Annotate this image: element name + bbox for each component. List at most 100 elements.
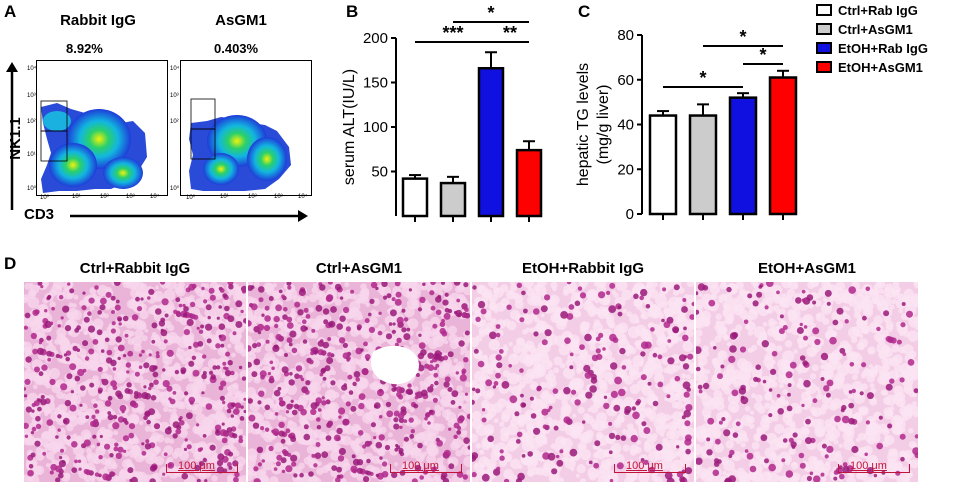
nucleus [696, 309, 700, 315]
nucleus [551, 468, 558, 475]
nucleus [271, 366, 275, 371]
nucleus [782, 325, 788, 330]
nucleus [248, 398, 253, 404]
cytoplasm-blob [169, 439, 175, 444]
nucleus [682, 334, 689, 342]
nucleus [865, 420, 870, 425]
nucleus [278, 421, 285, 429]
cytoplasm-blob [893, 285, 901, 294]
cytoplasm-blob [547, 361, 553, 367]
cytoplasm-blob [639, 469, 647, 477]
nucleus [766, 282, 774, 287]
cytoplasm-blob [858, 338, 868, 348]
nucleus [385, 333, 393, 340]
nucleus [516, 431, 523, 438]
cytoplasm-blob [678, 365, 684, 370]
nucleus [141, 442, 145, 446]
nucleus [548, 405, 553, 410]
nucleus [294, 301, 301, 308]
nucleus [58, 472, 64, 479]
nucleus [691, 301, 694, 307]
nucleus [516, 282, 522, 288]
nucleus [215, 429, 220, 434]
cytoplasm-blob [848, 351, 858, 361]
nucleus [82, 368, 87, 373]
nucleus [275, 333, 282, 341]
cytoplasm-blob [440, 399, 445, 403]
nucleus [475, 316, 481, 322]
nucleus [899, 377, 905, 383]
nucleus [533, 427, 541, 435]
nucleus [153, 379, 159, 385]
flow2-xtick-0: 10⁰ [186, 195, 196, 201]
cytoplasm-blob [344, 361, 356, 373]
nucleus [842, 465, 850, 474]
nucleus [25, 356, 32, 363]
nucleus [148, 353, 152, 357]
nucleus [689, 314, 694, 320]
cytoplasm-blob [816, 313, 821, 318]
nucleus [527, 451, 533, 457]
nucleus [308, 471, 314, 477]
cytoplasm-blob [209, 424, 216, 431]
cytoplasm-blob [292, 294, 300, 303]
cytoplasm-blob [77, 470, 82, 475]
nucleus [481, 408, 486, 412]
cytoplasm-blob [666, 429, 676, 440]
cytoplasm-blob [43, 375, 51, 383]
nucleus [302, 339, 308, 344]
cytoplasm-blob [900, 402, 905, 407]
nucleus [503, 478, 510, 482]
nucleus [339, 296, 344, 300]
flow2-xtick-2: 10² [248, 194, 257, 200]
cytoplasm-blob [858, 407, 867, 416]
nucleus [391, 329, 396, 334]
nucleus [97, 310, 102, 315]
nucleus [180, 367, 187, 374]
nucleus [38, 341, 42, 345]
nucleus [57, 428, 61, 432]
nucleus [106, 349, 113, 356]
cytoplasm-blob [553, 356, 563, 366]
nucleus [776, 393, 781, 398]
nucleus [64, 399, 72, 407]
flow-plot-asgm1 [180, 60, 312, 196]
nucleus [685, 467, 693, 475]
nucleus [839, 347, 846, 354]
cytoplasm-blob [776, 345, 783, 352]
cytoplasm-blob [472, 381, 476, 386]
cytoplasm-blob [438, 291, 444, 296]
scale-bar-2 [614, 464, 686, 473]
nucleus [272, 344, 280, 352]
cytoplasm-blob [593, 319, 601, 327]
nucleus [62, 417, 70, 425]
cytoplasm-blob [308, 307, 314, 313]
nucleus [321, 367, 327, 373]
cytoplasm-blob [569, 288, 576, 295]
nucleus [111, 310, 115, 314]
nucleus [172, 391, 177, 395]
nucleus [273, 389, 281, 397]
nucleus [683, 391, 690, 398]
nucleus [310, 348, 314, 352]
cytoplasm-blob [331, 413, 340, 421]
cytoplasm-blob [394, 304, 403, 313]
cytoplasm-blob [820, 476, 827, 482]
cytoplasm-blob [91, 398, 97, 404]
nucleus [326, 357, 334, 364]
nucleus [400, 406, 407, 412]
cytoplasm-blob [387, 432, 393, 438]
nucleus [618, 388, 626, 397]
cytoplasm-blob [648, 451, 660, 463]
nucleus [787, 392, 791, 397]
cytoplasm-blob [321, 409, 332, 420]
cytoplasm-blob [718, 297, 724, 304]
cytoplasm-blob [795, 367, 800, 371]
cytoplasm-blob [891, 298, 897, 305]
cytoplasm-blob [226, 386, 231, 391]
nucleus [386, 293, 392, 299]
nucleus [366, 458, 371, 464]
cytoplasm-blob [722, 470, 727, 476]
nucleus [178, 417, 182, 421]
cytoplasm-blob [357, 314, 363, 321]
